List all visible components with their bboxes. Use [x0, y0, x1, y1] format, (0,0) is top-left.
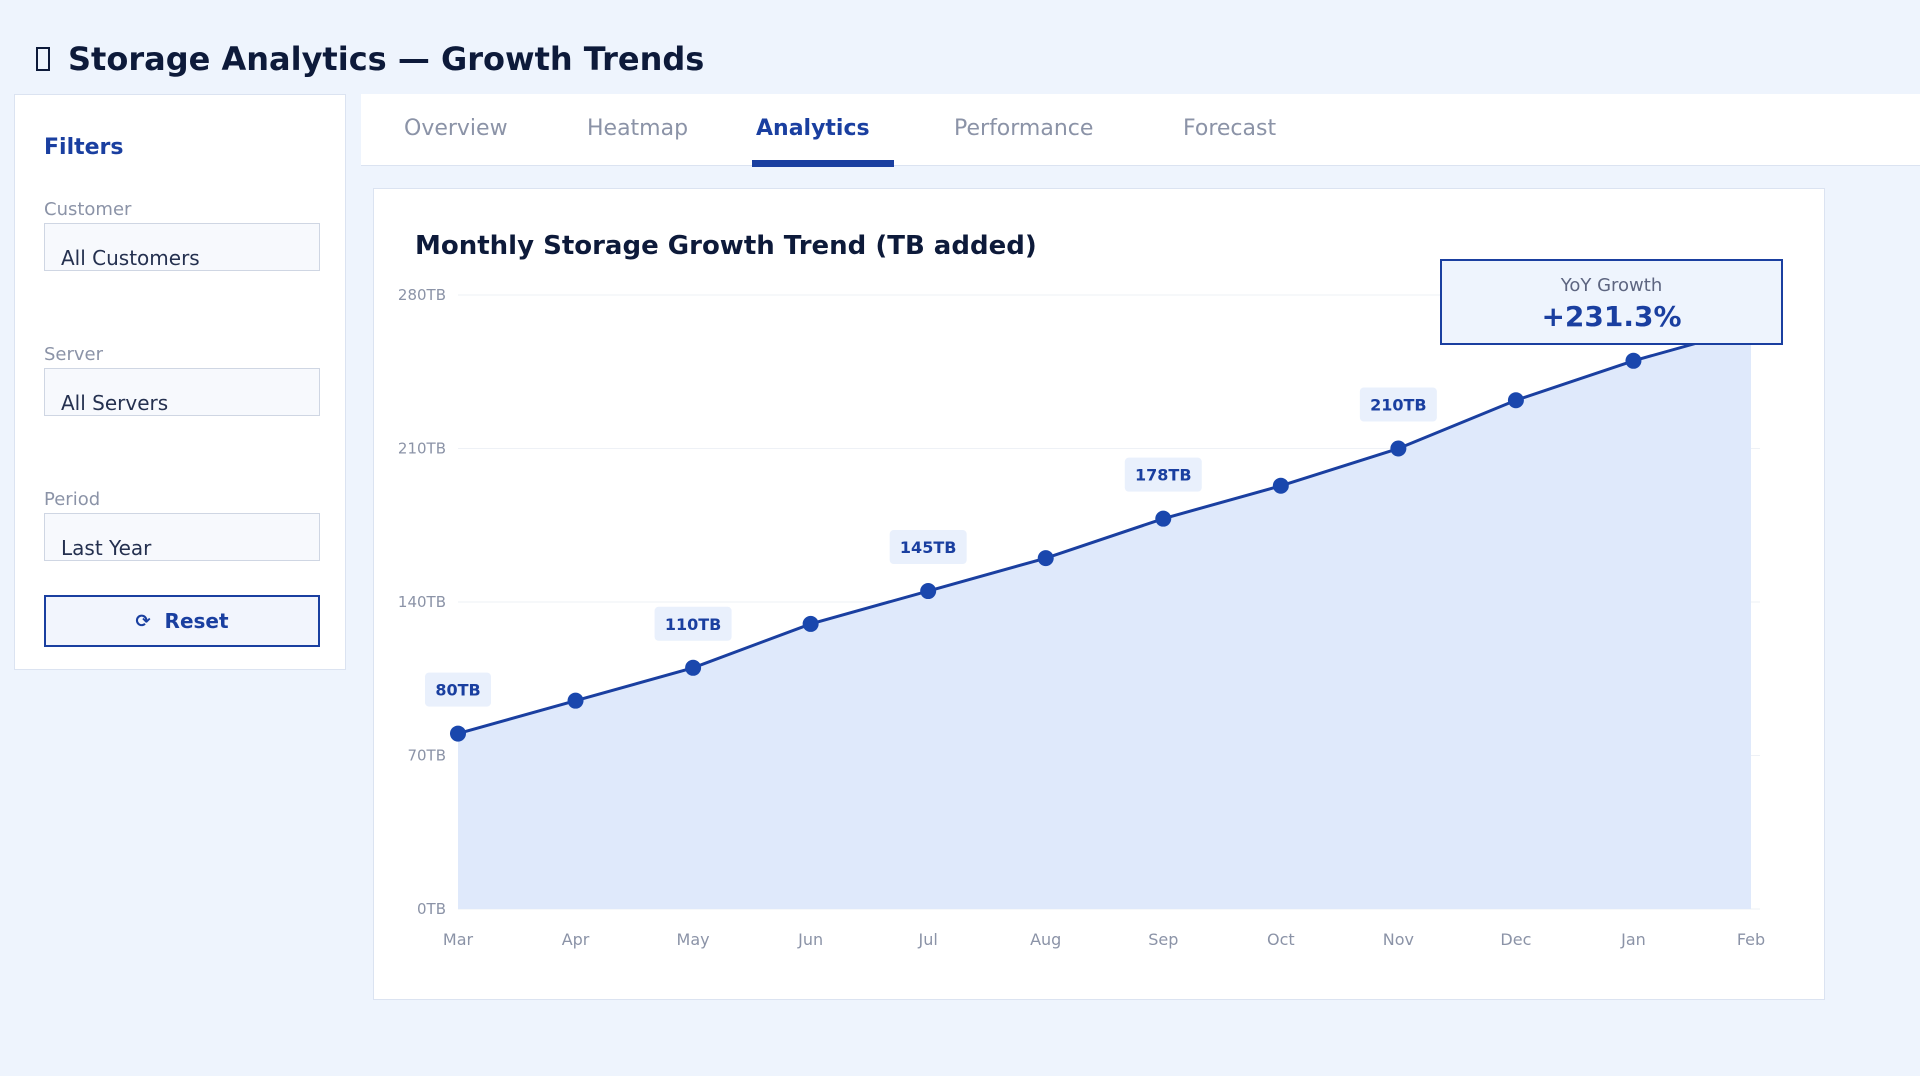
- yoy-label: YoY Growth: [1560, 275, 1663, 296]
- active-tab-indicator: [752, 160, 894, 167]
- x-tick-label: Dec: [1500, 930, 1531, 949]
- x-tick-label: Apr: [562, 930, 590, 949]
- yoy-value: +231.3%: [1541, 300, 1682, 333]
- x-tick-label: Feb: [1737, 930, 1765, 949]
- tab-performance[interactable]: Performance: [954, 116, 1094, 141]
- x-tick-label: Oct: [1267, 930, 1295, 949]
- data-label: 178TB: [1135, 466, 1192, 485]
- storage-icon: [36, 47, 50, 71]
- y-tick-label: 70TB: [407, 747, 446, 765]
- y-tick-label: 140TB: [398, 593, 446, 611]
- data-point: [1507, 392, 1524, 409]
- tab-bar: Overview Heatmap Analytics Performance F…: [361, 94, 1920, 167]
- customer-select[interactable]: All Customers: [44, 223, 320, 271]
- x-tick-label: Nov: [1383, 930, 1414, 949]
- data-label: 110TB: [665, 615, 722, 634]
- server-label: Server: [44, 344, 104, 365]
- server-select[interactable]: All Servers: [44, 368, 320, 416]
- data-label-bg: [1124, 457, 1202, 492]
- yoy-growth-box: YoY Growth +231.3%: [1440, 259, 1783, 345]
- y-tick-label: 210TB: [398, 440, 446, 458]
- data-point: [685, 659, 702, 676]
- x-tick-label: Sep: [1148, 930, 1178, 949]
- data-point: [1037, 550, 1054, 567]
- tab-overview[interactable]: Overview: [404, 116, 508, 141]
- series-area: [458, 327, 1751, 910]
- data-label: 210TB: [1370, 396, 1427, 415]
- reset-label: Reset: [164, 609, 229, 633]
- customer-label: Customer: [44, 199, 132, 220]
- y-tick-label: 280TB: [398, 286, 446, 304]
- data-point: [1390, 440, 1407, 457]
- data-label-bg: [889, 530, 967, 565]
- x-tick-label: Jan: [1620, 930, 1646, 949]
- data-point: [920, 583, 937, 600]
- period-label: Period: [44, 489, 101, 510]
- x-tick-label: May: [677, 930, 710, 949]
- page-title: Storage Analytics — Growth Trends: [68, 40, 705, 78]
- filters-title: Filters: [44, 135, 124, 160]
- growth-chart: 0TB 70TB 140TB 210TB 280TB Mar Apr May Jun Jul Aug…: [398, 286, 1765, 949]
- data-point: [567, 692, 584, 709]
- x-tick-label: Jul: [918, 930, 938, 949]
- tab-analytics[interactable]: Analytics: [756, 116, 870, 141]
- x-tick-label: Mar: [443, 930, 474, 949]
- reset-button[interactable]: ⟳ Reset: [44, 595, 320, 647]
- refresh-icon: ⟳: [135, 610, 151, 632]
- data-point: [1272, 477, 1289, 494]
- data-point: [450, 725, 466, 742]
- data-label-bg: [1359, 387, 1437, 422]
- tab-heatmap[interactable]: Heatmap: [587, 116, 689, 141]
- tab-forecast[interactable]: Forecast: [1183, 116, 1277, 141]
- x-tick-label: Jun: [797, 930, 823, 949]
- data-point: [1155, 510, 1172, 527]
- data-label: 80TB: [435, 681, 480, 700]
- chart-title: Monthly Storage Growth Trend (TB added): [415, 231, 1037, 261]
- filters-panel: Filters Customer All Customers Server Al…: [14, 94, 346, 670]
- data-label-bg: [654, 606, 732, 641]
- x-tick-label: Aug: [1030, 930, 1061, 949]
- data-point: [802, 615, 819, 632]
- series-line: [457, 326, 1752, 736]
- chart-card: Monthly Storage Growth Trend (TB added) …: [373, 188, 1825, 1000]
- data-point: [1625, 352, 1642, 369]
- y-tick-label: 0TB: [417, 900, 446, 918]
- period-select[interactable]: Last Year: [44, 513, 320, 561]
- data-label: 145TB: [900, 538, 957, 557]
- data-label-bg: [425, 672, 491, 707]
- page-header: Storage Analytics — Growth Trends: [36, 40, 704, 78]
